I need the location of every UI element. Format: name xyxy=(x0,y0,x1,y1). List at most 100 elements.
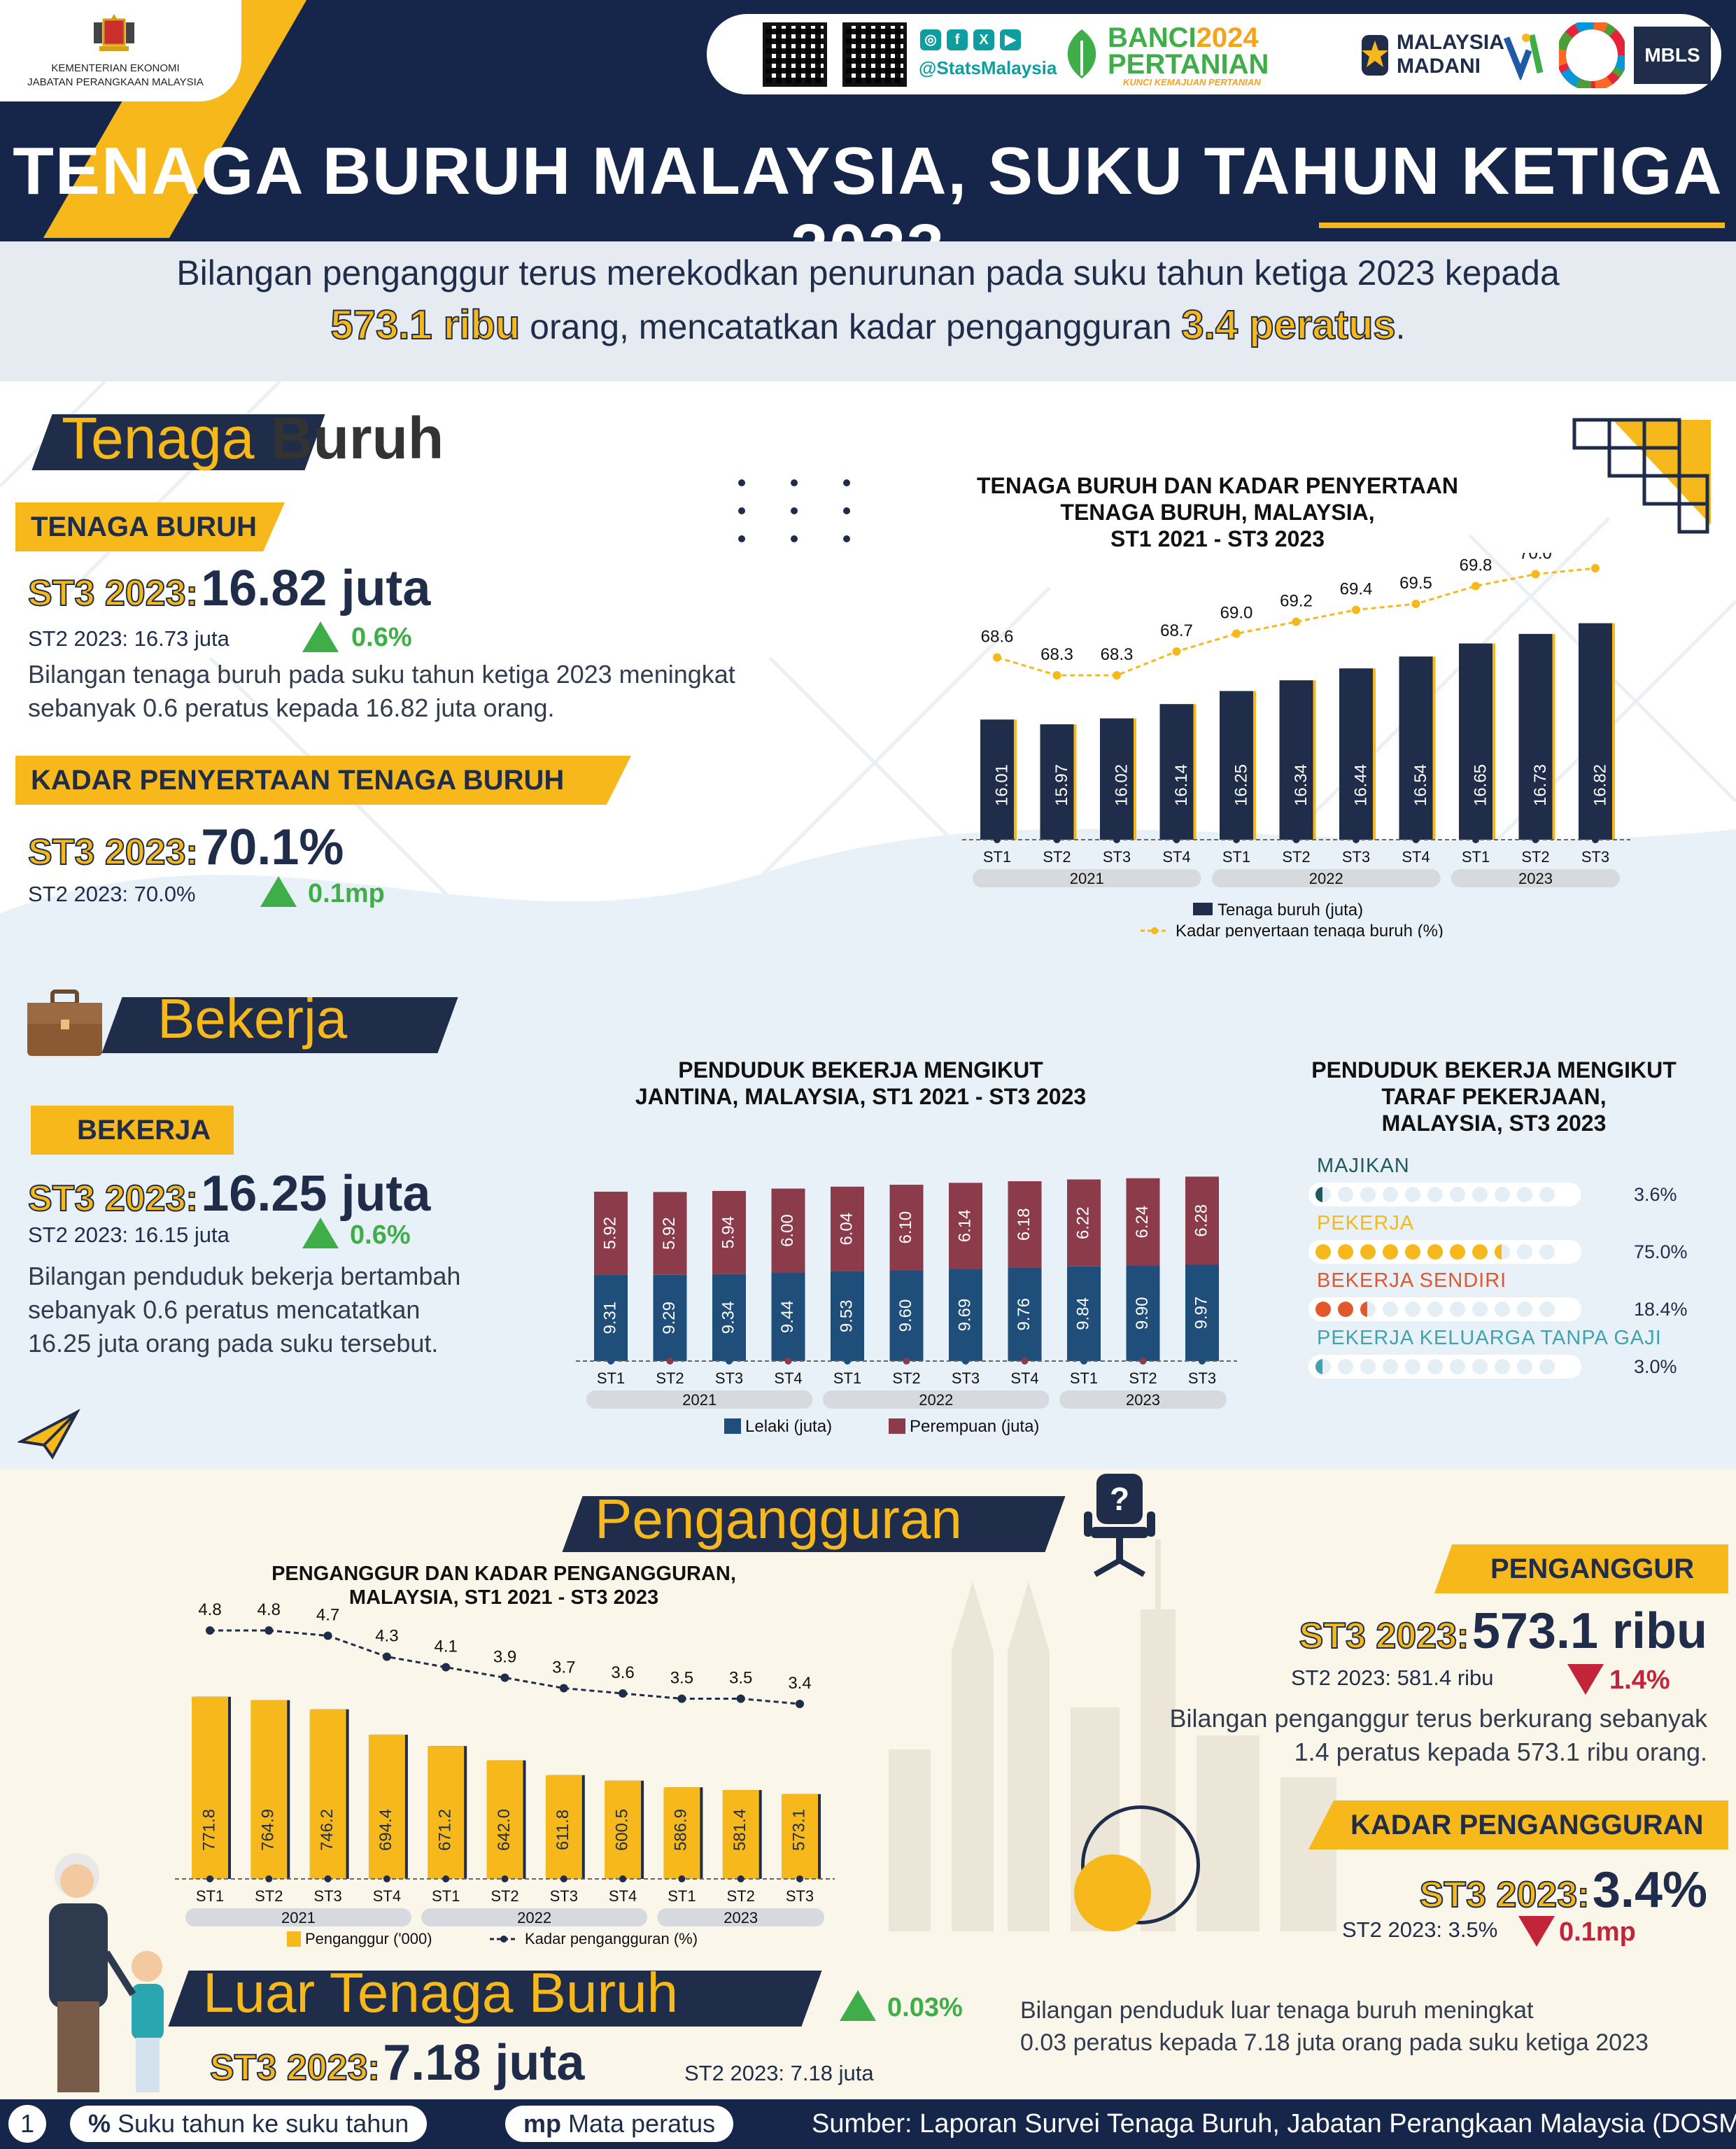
office-chair-icon: ? xyxy=(1084,1474,1155,1577)
facebook-icon[interactable]: f xyxy=(947,29,968,50)
status-dot xyxy=(1360,1244,1376,1260)
status-dot xyxy=(1427,1359,1443,1374)
ministry-line1: KEMENTERIAN EKONOMI xyxy=(51,62,180,74)
male-bar xyxy=(889,1270,924,1361)
x-tick-label: ST2 xyxy=(1129,1369,1157,1387)
female-bar xyxy=(1008,1181,1042,1268)
x-icon[interactable]: X xyxy=(973,29,994,50)
participation-rate-label: 69.2 xyxy=(1280,592,1313,611)
x-tick-label: ST2 xyxy=(1521,848,1549,866)
bar-value-label: 16.54 xyxy=(1411,764,1430,806)
youtube-icon[interactable]: ▶ xyxy=(1000,29,1021,50)
instagram-icon[interactable]: ◎ xyxy=(920,29,941,50)
x-tick-label: ST1 xyxy=(597,1369,625,1387)
qr-code-icon[interactable] xyxy=(763,22,827,87)
participation-rate-label: 70.1 xyxy=(1579,553,1612,557)
male-value-label: 9.34 xyxy=(719,1301,738,1334)
unemployed-bar xyxy=(722,1790,759,1879)
kadar-pengangguran-value: 3.4% xyxy=(1592,1862,1707,1918)
x-tick-dot xyxy=(607,1358,614,1365)
status-dot xyxy=(1517,1359,1532,1374)
participation-rate-label: 69.5 xyxy=(1399,574,1432,593)
year-band xyxy=(1212,869,1441,887)
labour-force-bar xyxy=(1518,633,1553,840)
x-tick-dot xyxy=(1353,836,1360,843)
status-dot xyxy=(1450,1187,1465,1202)
female-bar xyxy=(1067,1179,1101,1267)
leaf-icon xyxy=(1060,27,1103,81)
labour-force-bar xyxy=(1220,691,1253,840)
title-underline xyxy=(1319,223,1725,228)
x-tick-label: ST1 xyxy=(833,1369,861,1387)
status-title-line1: PENDUDUK BEKERJA MENGIKUT xyxy=(1311,1057,1677,1083)
coat-of-arms-icon xyxy=(90,13,139,55)
status-dot xyxy=(1338,1302,1353,1317)
x-tick-dot xyxy=(678,1875,686,1882)
status-dot xyxy=(1495,1187,1510,1202)
participation-rate-point xyxy=(1292,617,1301,626)
unemployment-rate-label: 3.9 xyxy=(493,1648,516,1667)
status-value: 3.6% xyxy=(1634,1184,1677,1205)
bekerja-heading: Bekerja xyxy=(157,987,348,1050)
x-tick-dot xyxy=(796,1875,803,1882)
kadar-penyertaan-st-label: ST3 2023: xyxy=(27,831,199,873)
labour-force-bar xyxy=(1159,704,1194,840)
male-bar xyxy=(594,1274,628,1361)
kadar-pengangguran-change: 0.1mp xyxy=(1559,1917,1636,1947)
female-bar xyxy=(771,1188,805,1273)
status-dot xyxy=(1315,1244,1331,1260)
unemployment-rate-point xyxy=(382,1652,391,1661)
status-label: MAJIKAN xyxy=(1317,1155,1410,1177)
status-dot xyxy=(1495,1302,1510,1317)
bekerja-tag: BEKERJA xyxy=(31,1106,234,1155)
status-dot xyxy=(1427,1302,1443,1317)
female-value-label: 6.22 xyxy=(1073,1206,1092,1239)
tenaga-change: 0.6% xyxy=(351,623,412,652)
unemployment-rate-point xyxy=(677,1694,686,1703)
bar-value-label: 16.25 xyxy=(1232,764,1250,806)
status-dot xyxy=(1383,1302,1398,1317)
tenaga-heading-b: Buruh xyxy=(270,405,444,471)
x-tick-dot xyxy=(619,1875,627,1882)
x-tick-label: ST1 xyxy=(196,1887,224,1905)
status-dot xyxy=(1472,1359,1488,1374)
unemployment-rate-point xyxy=(736,1694,745,1703)
bekerja-st-label: ST3 2023: xyxy=(27,1178,199,1220)
male-value-label: 9.44 xyxy=(778,1300,797,1333)
luar-desc: Bilangan penduduk luar tenaga buruh meni… xyxy=(1020,1994,1649,2059)
chart1-title-line2: TENAGA BURUH, MALAYSIA, xyxy=(1060,500,1375,525)
unemployment-chart: 771.8 764.9 746.2 694.4 671.2 642.0 611.8 600.5… xyxy=(175,1602,835,1947)
status-track xyxy=(1308,1240,1581,1264)
banci-title-a: BANCI xyxy=(1108,22,1197,53)
participation-rate-point xyxy=(1411,600,1420,608)
participation-rate-point xyxy=(1472,582,1480,591)
bar-value-label: 581.4 xyxy=(731,1809,749,1851)
unemployment-rate-label: 4.8 xyxy=(198,1602,221,1619)
yellow-circle-decoration xyxy=(1081,1805,1200,1924)
social-icons: ◎ f X ▶ xyxy=(920,29,1053,53)
year-band xyxy=(1059,1390,1227,1409)
female-value-label: 6.04 xyxy=(837,1213,856,1246)
kadar-pengangguran-prev: ST2 2023: 3.5% xyxy=(1342,1917,1498,1942)
status-label: PEKERJA KELUARGA TANPA GAJI xyxy=(1317,1327,1662,1349)
x-tick-dot xyxy=(903,1358,910,1365)
participation-rate-label: 68.3 xyxy=(1101,645,1134,664)
bar-value-label: 16.44 xyxy=(1351,764,1370,806)
legend-swatch-bar xyxy=(1193,903,1213,915)
bekerja-desc: Bilangan penduduk bekerja bertambah seba… xyxy=(28,1260,460,1360)
male-value-label: 9.29 xyxy=(660,1302,679,1334)
female-bar xyxy=(1185,1176,1219,1265)
madani-logo: MALAYSIA MADANI xyxy=(1357,24,1504,87)
luar-heading: Luar Tenaga Buruh xyxy=(203,1961,679,2024)
down-arrow-icon xyxy=(1518,1916,1555,1947)
x-tick-dot xyxy=(962,1358,969,1365)
elderly-and-child-illustration xyxy=(49,1853,164,2092)
qr-code-icon[interactable] xyxy=(842,22,907,87)
penganggur-current: ST3 2023: 573.1 ribu xyxy=(1218,1602,1707,1660)
female-value-label: 6.10 xyxy=(896,1211,915,1244)
status-value: 3.0% xyxy=(1634,1356,1677,1377)
unemployed-bar xyxy=(782,1794,818,1879)
bar-value-label: 16.02 xyxy=(1112,764,1131,806)
legend-pill-mp-key: mp xyxy=(523,2109,561,2138)
x-tick-label: ST1 xyxy=(432,1887,460,1905)
